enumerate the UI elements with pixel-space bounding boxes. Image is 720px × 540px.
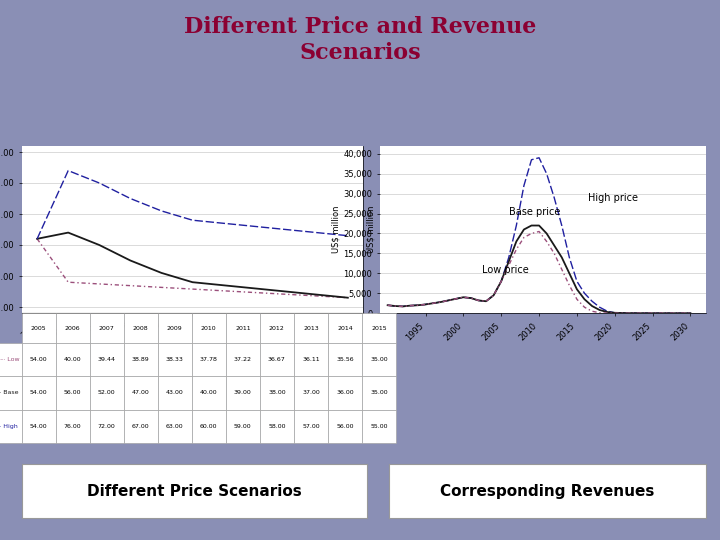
Text: Different Price and Revenue
Scenarios: Different Price and Revenue Scenarios bbox=[184, 16, 536, 64]
Y-axis label: US$ million: US$ million bbox=[366, 206, 375, 253]
Text: Corresponding Revenues: Corresponding Revenues bbox=[440, 484, 654, 499]
Text: Base price: Base price bbox=[509, 207, 560, 217]
Y-axis label: US$ million: US$ million bbox=[332, 206, 341, 253]
Text: High price: High price bbox=[588, 193, 638, 202]
Text: Low price: Low price bbox=[482, 265, 529, 275]
Text: Different Price Scenarios: Different Price Scenarios bbox=[87, 484, 302, 499]
